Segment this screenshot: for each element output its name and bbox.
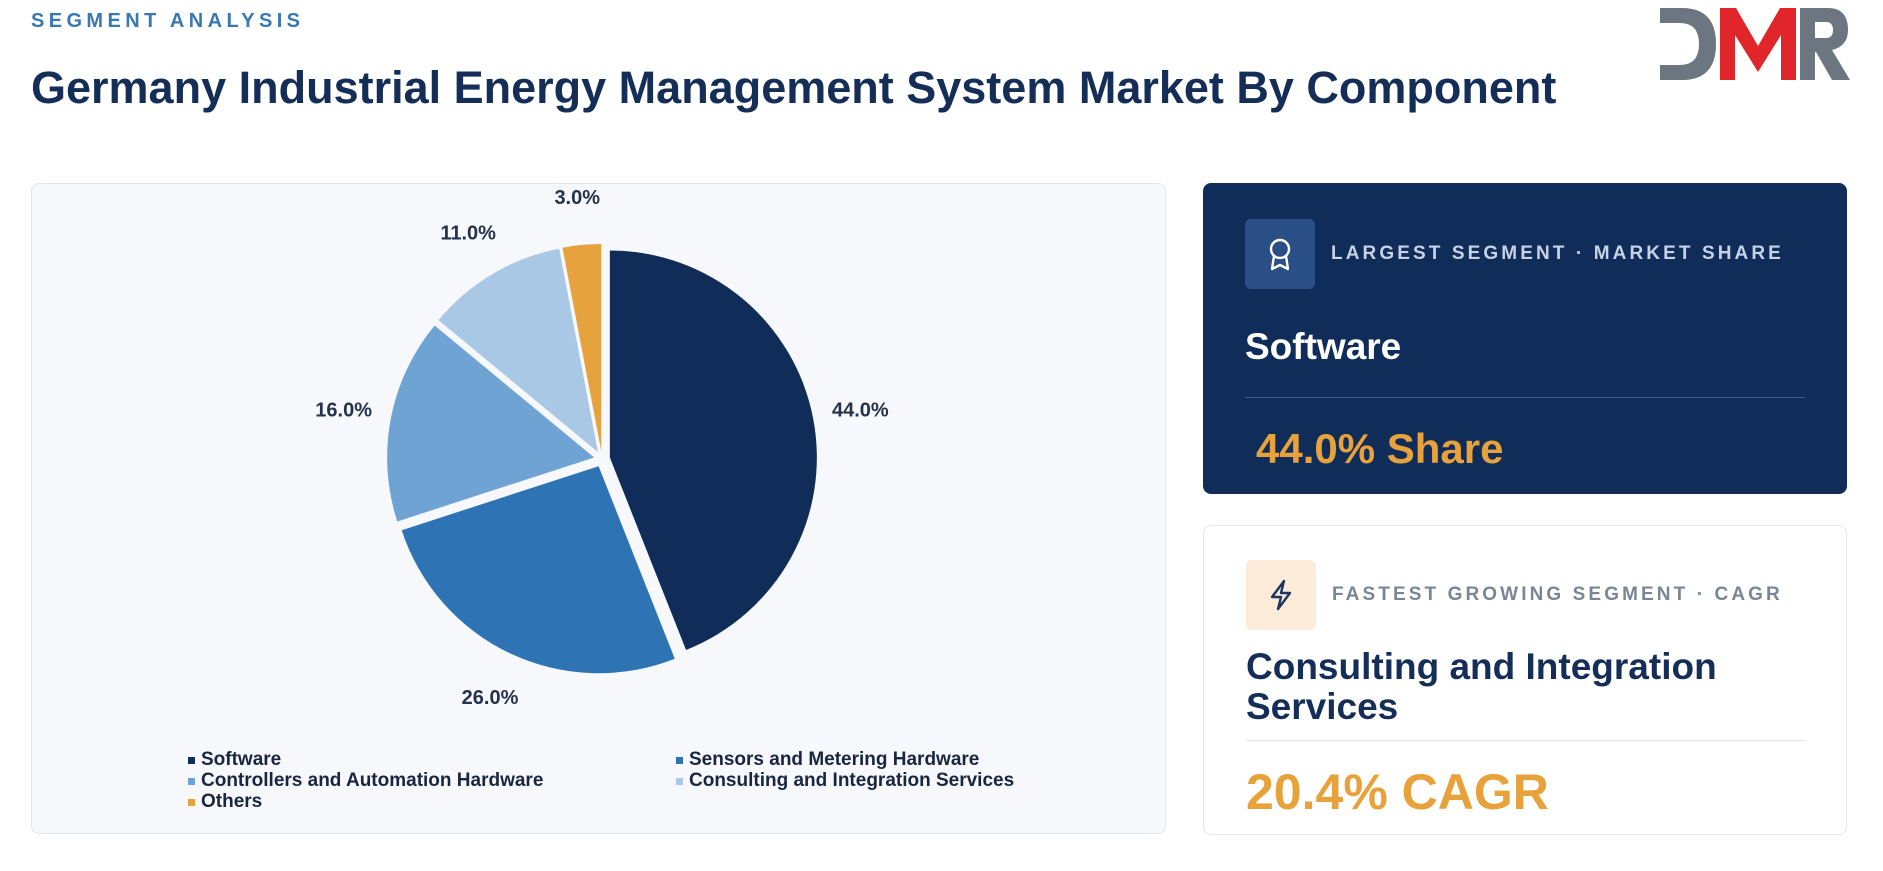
section-eyebrow: SEGMENT ANALYSIS [31,10,305,32]
largest-segment-name: Software [1245,326,1402,367]
card-divider [1245,397,1805,398]
legend-item: Consulting and Integration Services [676,770,1014,792]
legend-swatch [676,756,683,764]
pie-slice-software [609,250,817,650]
legend-swatch [188,798,195,806]
legend-label: Others [201,791,263,812]
legend-swatch [188,756,195,764]
legend-label: Controllers and Automation Hardware [201,770,544,791]
legend-item: Controllers and Automation Hardware [188,770,543,792]
pie-slice-controllers-and-automation-hardware [387,325,595,522]
fastest-growing-card: FASTEST GROWING SEGMENT · CAGR Consultin… [1203,525,1847,835]
pie-data-label: 26.0% [462,687,519,709]
legend-swatch [188,777,195,785]
fastest-growing-cagr: 20.4% CAGR [1246,764,1549,820]
pie-data-label: 16.0% [315,400,372,422]
legend-item: Software [188,749,281,771]
largest-segment-share: 44.0% Share [1256,425,1504,472]
card-divider [1246,740,1806,741]
fastest-growing-name: Consulting and Integration Services [1246,646,1717,727]
pie-data-label: 3.0% [554,187,600,209]
legend-item: Others [188,791,262,813]
dmr-logo [1660,8,1850,80]
legend-swatch [676,777,683,785]
pie-chart: 44.0% 26.0% 16.0% 11.0% 3.0% [315,187,889,709]
pie-data-label: 11.0% [440,223,496,245]
legend-label: Sensors and Metering Hardware [689,749,980,770]
legend-label: Software [201,749,282,770]
largest-segment-kicker: LARGEST SEGMENT · MARKET SHARE [1331,243,1784,264]
pie-slice-others [562,244,602,452]
fastest-growing-kicker: FASTEST GROWING SEGMENT · CAGR [1332,584,1783,605]
legend-label: Consulting and Integration Services [689,770,1015,791]
pie-slice-consulting-and-integration-services [438,248,598,453]
largest-segment-card: LARGEST SEGMENT · MARKET SHARE Software … [1203,183,1847,494]
legend-item: Sensors and Metering Hardware [676,749,979,771]
pie-chart-card: 44.0% 26.0% 16.0% 11.0% 3.0% Software Sensors… [31,183,1166,834]
pie-data-label: 44.0% [832,400,889,422]
page-title: Germany Industrial Energy Management Sys… [31,62,1557,113]
award-icon [1245,219,1315,289]
pie-slice-sensors-and-metering-hardware [401,466,675,674]
lightning-icon [1246,560,1316,630]
